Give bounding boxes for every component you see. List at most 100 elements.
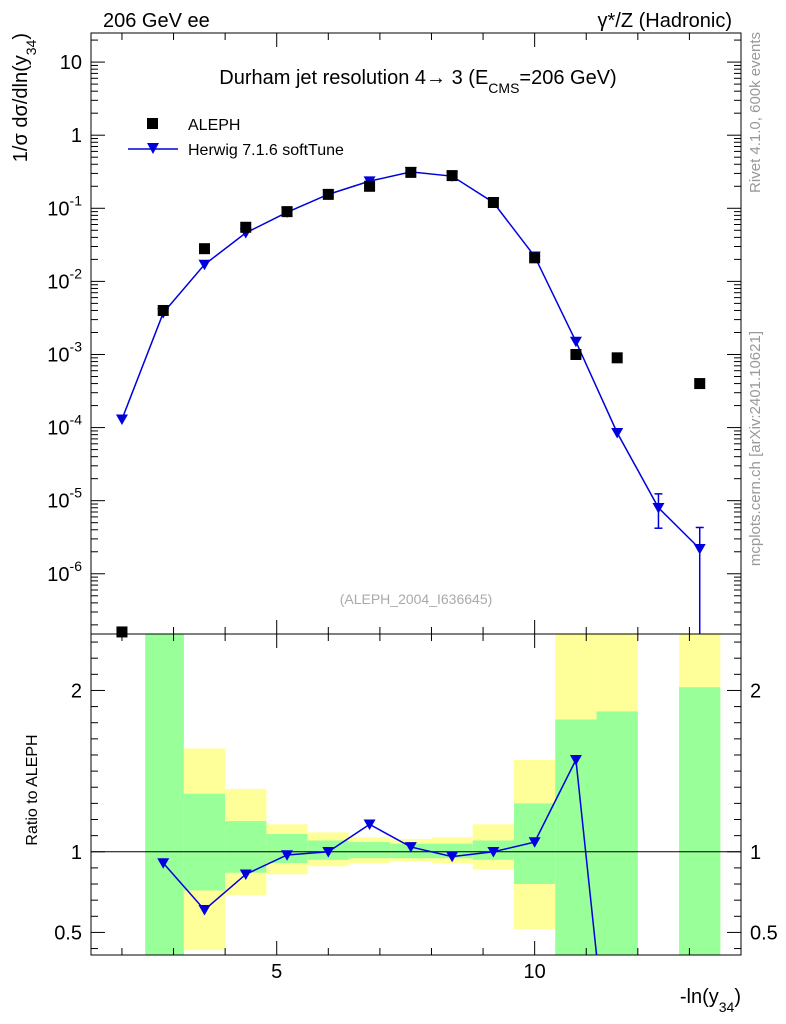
- data-point-4: [281, 206, 293, 218]
- legend-mc-marker: [147, 143, 159, 154]
- ratio-line: [162, 757, 598, 956]
- y-axis-title-tail: ): [10, 33, 32, 40]
- ratio-series: [157, 755, 598, 956]
- y-tick-label--1: 10-1: [47, 192, 82, 220]
- data-point-1: [157, 304, 169, 316]
- y-tick-exp: -3: [70, 338, 83, 354]
- y-axis-title-main: 1/σ dσ/dln(y: [10, 55, 32, 162]
- y-tick-base: 10: [47, 198, 69, 220]
- band-inner-10: [555, 719, 597, 955]
- x-axis-title: -ln(y34): [680, 986, 741, 1015]
- y-axis-title: 1/σ dσ/dln(y34): [10, 33, 39, 162]
- mc-series: [115, 167, 706, 634]
- data-point-5: [322, 188, 334, 200]
- y-tick-label--4: 10-4: [47, 412, 82, 440]
- band-inner-12: [679, 687, 721, 955]
- y-tick-exp: -1: [70, 192, 83, 208]
- data-point-9: [487, 196, 499, 208]
- ratio-point-3: [281, 850, 294, 861]
- y-tick-base: 10: [60, 52, 82, 74]
- data-point-6: [364, 180, 376, 192]
- band-inner-2: [225, 821, 267, 873]
- ratio-frame: [90, 633, 742, 956]
- y-tick-label-1: 10: [60, 52, 82, 74]
- x-axis-title-tail: ): [734, 986, 741, 1008]
- y-tick-label-0: 1: [71, 125, 82, 147]
- ratio-tick-label-right-0.5: 0.5: [750, 922, 778, 944]
- band-inner-1: [183, 793, 226, 891]
- y-tick-base: 10: [47, 564, 69, 586]
- mc-point-14: [693, 543, 706, 555]
- mcplots-label: mcplots.cern.ch [arXiv:2401.10621]: [747, 331, 764, 566]
- ratio-point-2: [239, 869, 252, 881]
- ratio-point-9: [528, 837, 541, 848]
- plot-axes: [90, 32, 742, 956]
- y-tick-exp: -5: [70, 485, 83, 501]
- band-inner-0: [145, 634, 184, 955]
- y-tick-label--2: 10-2: [47, 265, 82, 293]
- ratio-y-axis-title: Ratio to ALEPH: [24, 734, 41, 845]
- chart-title-sub: CMS: [488, 80, 519, 96]
- data-point-12: [611, 352, 623, 364]
- data-point-11: [570, 348, 582, 360]
- mc-point-12: [611, 427, 624, 439]
- y-tick-label--6: 10-6: [47, 558, 82, 586]
- y-tick-exp: -2: [70, 265, 83, 281]
- x-axis-title-sub: 34: [719, 999, 735, 1015]
- chart-title: Durham jet resolution 4→ 3 (ECMS=206 GeV…: [219, 67, 616, 96]
- ratio-tick-label-left-1: 1: [71, 842, 82, 864]
- y-tick-label--3: 10-3: [47, 338, 82, 366]
- mc-point-13: [652, 502, 665, 514]
- ratio-point-8: [487, 846, 500, 858]
- legend-data-marker: [147, 118, 158, 129]
- ratio-point-10: [569, 755, 582, 766]
- y-tick-base: 10: [47, 344, 69, 366]
- mc-point-11: [569, 336, 582, 348]
- ratio-point-7: [446, 851, 459, 863]
- y-tick-label--5: 10-5: [47, 485, 82, 513]
- data-point-2: [198, 243, 210, 255]
- ratio-point-6: [404, 842, 417, 853]
- watermark: (ALEPH_2004_I636645): [340, 591, 493, 607]
- x-tick-label-10: 10: [524, 961, 546, 983]
- y-tick-exp: -4: [70, 412, 83, 428]
- band-inner-5: [348, 842, 391, 859]
- legend: ALEPH Herwig 7.1.6 softTune: [128, 117, 344, 159]
- ratio-point-4: [322, 846, 335, 858]
- legend-mc-label: Herwig 7.1.6 softTune: [188, 142, 344, 159]
- x-axis-title-main: -ln(y: [680, 986, 719, 1008]
- legend-data-label: ALEPH: [188, 117, 240, 134]
- data-point-7: [405, 166, 417, 178]
- data-point-0: [116, 626, 128, 638]
- header-right-label: γ*/Z (Hadronic): [598, 10, 732, 32]
- mc-point-0: [115, 414, 128, 425]
- ratio-point-1: [198, 905, 211, 916]
- ratio-point-0: [157, 858, 170, 869]
- data-point-8: [446, 170, 458, 182]
- data-point-3: [240, 221, 252, 233]
- header-left-label: 206 GeV ee: [103, 10, 210, 32]
- y-tick-base: 10: [47, 491, 69, 513]
- ratio-tick-label-right-1: 1: [750, 842, 761, 864]
- ratio-uncertainty-bands: [145, 634, 721, 955]
- ratio-point-5: [363, 819, 376, 831]
- mc-point-2: [198, 259, 211, 271]
- y-tick-base: 10: [47, 271, 69, 293]
- x-tick-label-5: 5: [271, 961, 282, 983]
- ratio-tick-label-left-2: 2: [71, 680, 82, 702]
- ratio-tick-label-right-2: 2: [750, 680, 761, 702]
- y-tick-exp: -6: [70, 558, 83, 574]
- chart-title-tail: =206 GeV): [519, 67, 616, 89]
- data-point-10: [529, 252, 541, 264]
- y-tick-base: 10: [47, 418, 69, 440]
- rivet-label: Rivet 4.1.0, 600k events: [747, 32, 764, 193]
- ratio-tick-label-left-0.5: 0.5: [54, 922, 82, 944]
- data-point-13: [694, 378, 706, 390]
- band-inner-11: [596, 711, 638, 955]
- y-tick-base: 1: [71, 125, 82, 147]
- y-axis-title-sub: 34: [23, 39, 39, 55]
- chart-title-main: Durham jet resolution 4→ 3 (E: [219, 67, 488, 89]
- data-series: [116, 166, 706, 638]
